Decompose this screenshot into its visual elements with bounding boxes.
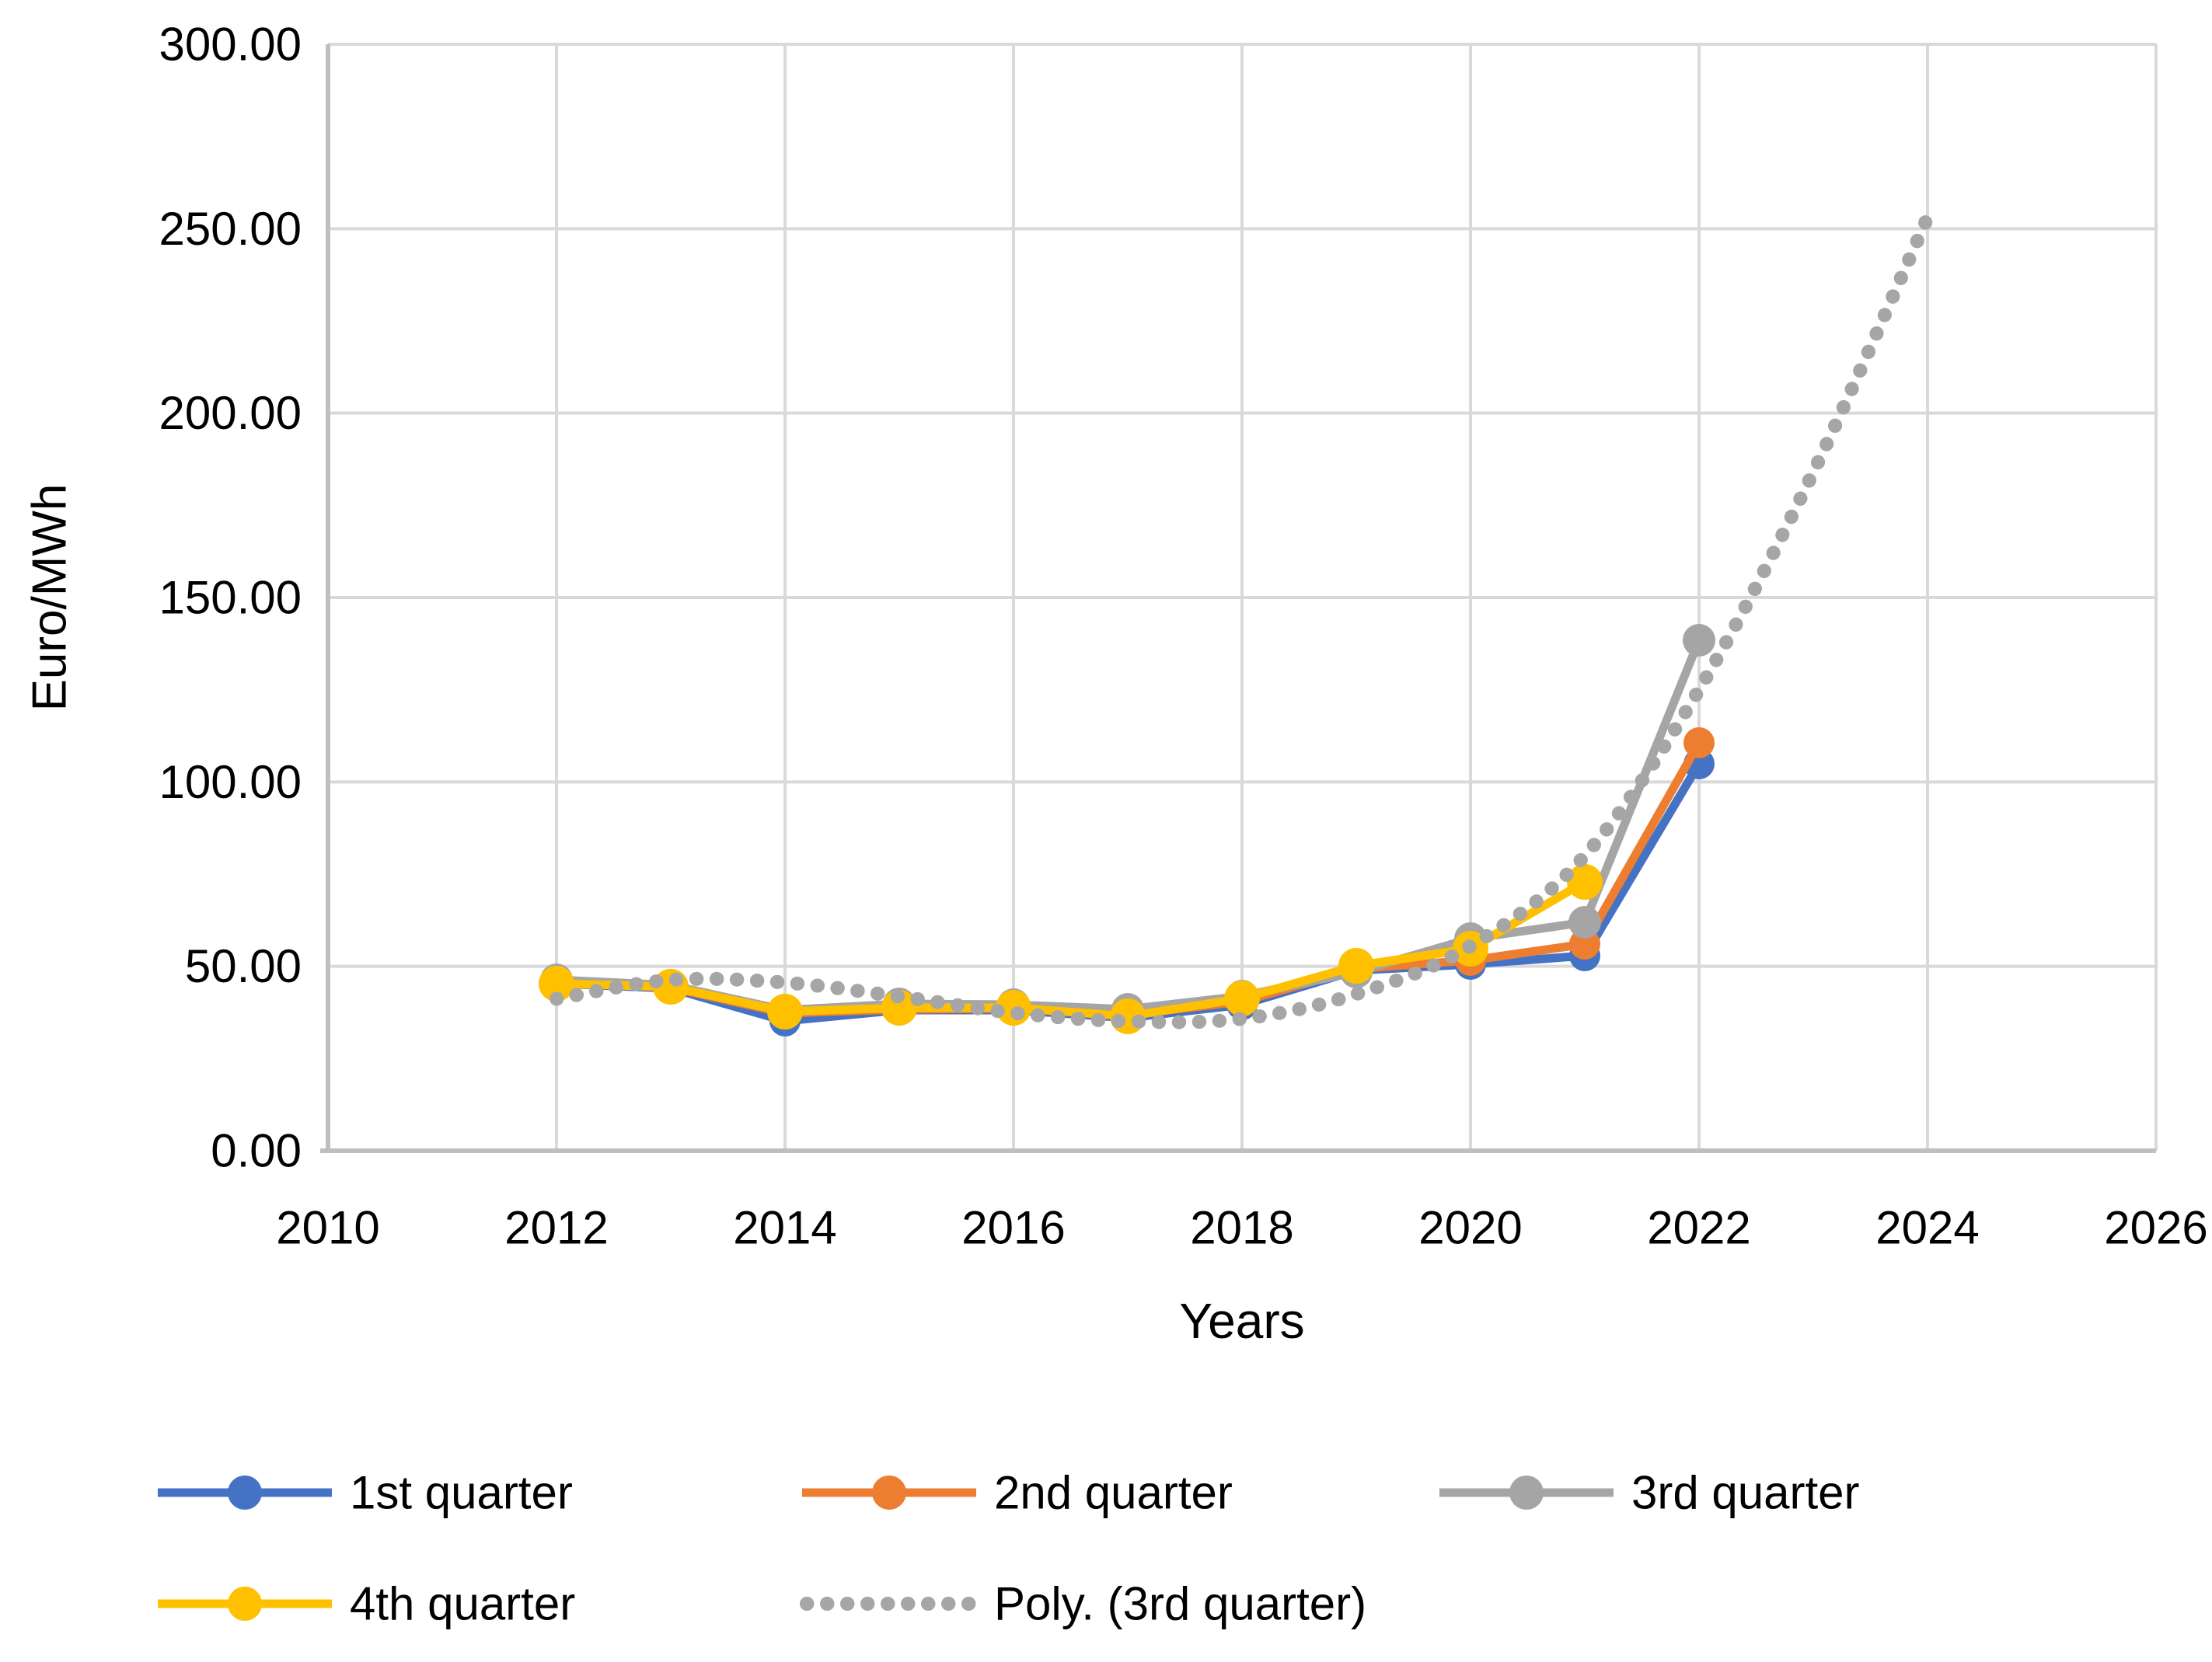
y-tick-labels: 0.00 50.00 100.00 150.00 200.00 250.00 300.00: [159, 19, 302, 1177]
x-tick-label: 2024: [1875, 1202, 1979, 1254]
legend-label: Poly. (3rd quarter): [994, 1578, 1366, 1630]
series-line: [556, 878, 1587, 1021]
legend-label: 3rd quarter: [1631, 1467, 1860, 1519]
legend-item-4th-quarter: 4th quarter: [158, 1578, 575, 1630]
data-point-marker: [1224, 981, 1260, 1016]
x-tick-label: 2026: [2104, 1202, 2207, 1254]
series-4th-quarter: [539, 864, 1603, 1034]
data-point-marker: [1683, 727, 1715, 758]
trendline-dotted: [550, 211, 1935, 1030]
legend: 1st quarter 2nd quarter 3rd quarter 4th qua…: [158, 1467, 1860, 1630]
legend-item-3rd-quarter: 3rd quarter: [1439, 1467, 1860, 1519]
legend-item-1st-quarter: 1st quarter: [158, 1467, 573, 1519]
y-tick-label: 50.00: [185, 940, 302, 992]
legend-marker-sample: [872, 1476, 906, 1510]
x-tick-label: 2014: [733, 1202, 836, 1254]
data-point-marker: [1568, 906, 1601, 939]
legend-marker-sample: [228, 1476, 262, 1510]
y-tick-label: 0.00: [211, 1125, 302, 1177]
x-tick-label: 2016: [961, 1202, 1065, 1254]
y-tick-label: 250.00: [159, 203, 302, 255]
y-axis-title: Euro/MWh: [23, 484, 77, 712]
series-poly-3rd-quarter: [550, 211, 1935, 1030]
data-point-marker: [1683, 624, 1715, 657]
data-point-marker: [539, 966, 574, 1002]
data-point-marker: [767, 994, 803, 1030]
legend-marker-sample: [228, 1587, 262, 1621]
data-point-marker: [1567, 864, 1603, 900]
x-tick-label: 2020: [1418, 1202, 1522, 1254]
data-series: [539, 211, 1935, 1037]
legend-label: 2nd quarter: [994, 1467, 1233, 1519]
y-tick-label: 150.00: [159, 572, 302, 624]
legend-item-poly-3rd-quarter: Poly. (3rd quarter): [800, 1578, 1366, 1630]
x-tick-label: 2010: [276, 1202, 379, 1254]
data-point-marker: [881, 990, 917, 1026]
y-tick-label: 200.00: [159, 387, 302, 439]
legend-label: 1st quarter: [350, 1467, 573, 1519]
legend-label: 4th quarter: [350, 1578, 575, 1630]
legend-marker-sample: [1509, 1476, 1544, 1510]
y-tick-label: 100.00: [159, 756, 302, 808]
x-tick-labels: 2010 2012 2014 2016 2018 2020 2022 2024 2026: [276, 1202, 2207, 1254]
y-tick-label: 300.00: [159, 19, 302, 71]
x-axis-title: Years: [1179, 1293, 1304, 1349]
series-line: [556, 761, 1703, 1026]
series-line: [556, 740, 1703, 1019]
x-tick-label: 2018: [1190, 1202, 1293, 1254]
legend-item-2nd-quarter: 2nd quarter: [802, 1467, 1233, 1519]
x-tick-label: 2012: [504, 1202, 608, 1254]
data-point-marker: [1338, 948, 1374, 984]
x-tick-label: 2022: [1647, 1202, 1750, 1254]
axis-lines: [320, 44, 2156, 1153]
